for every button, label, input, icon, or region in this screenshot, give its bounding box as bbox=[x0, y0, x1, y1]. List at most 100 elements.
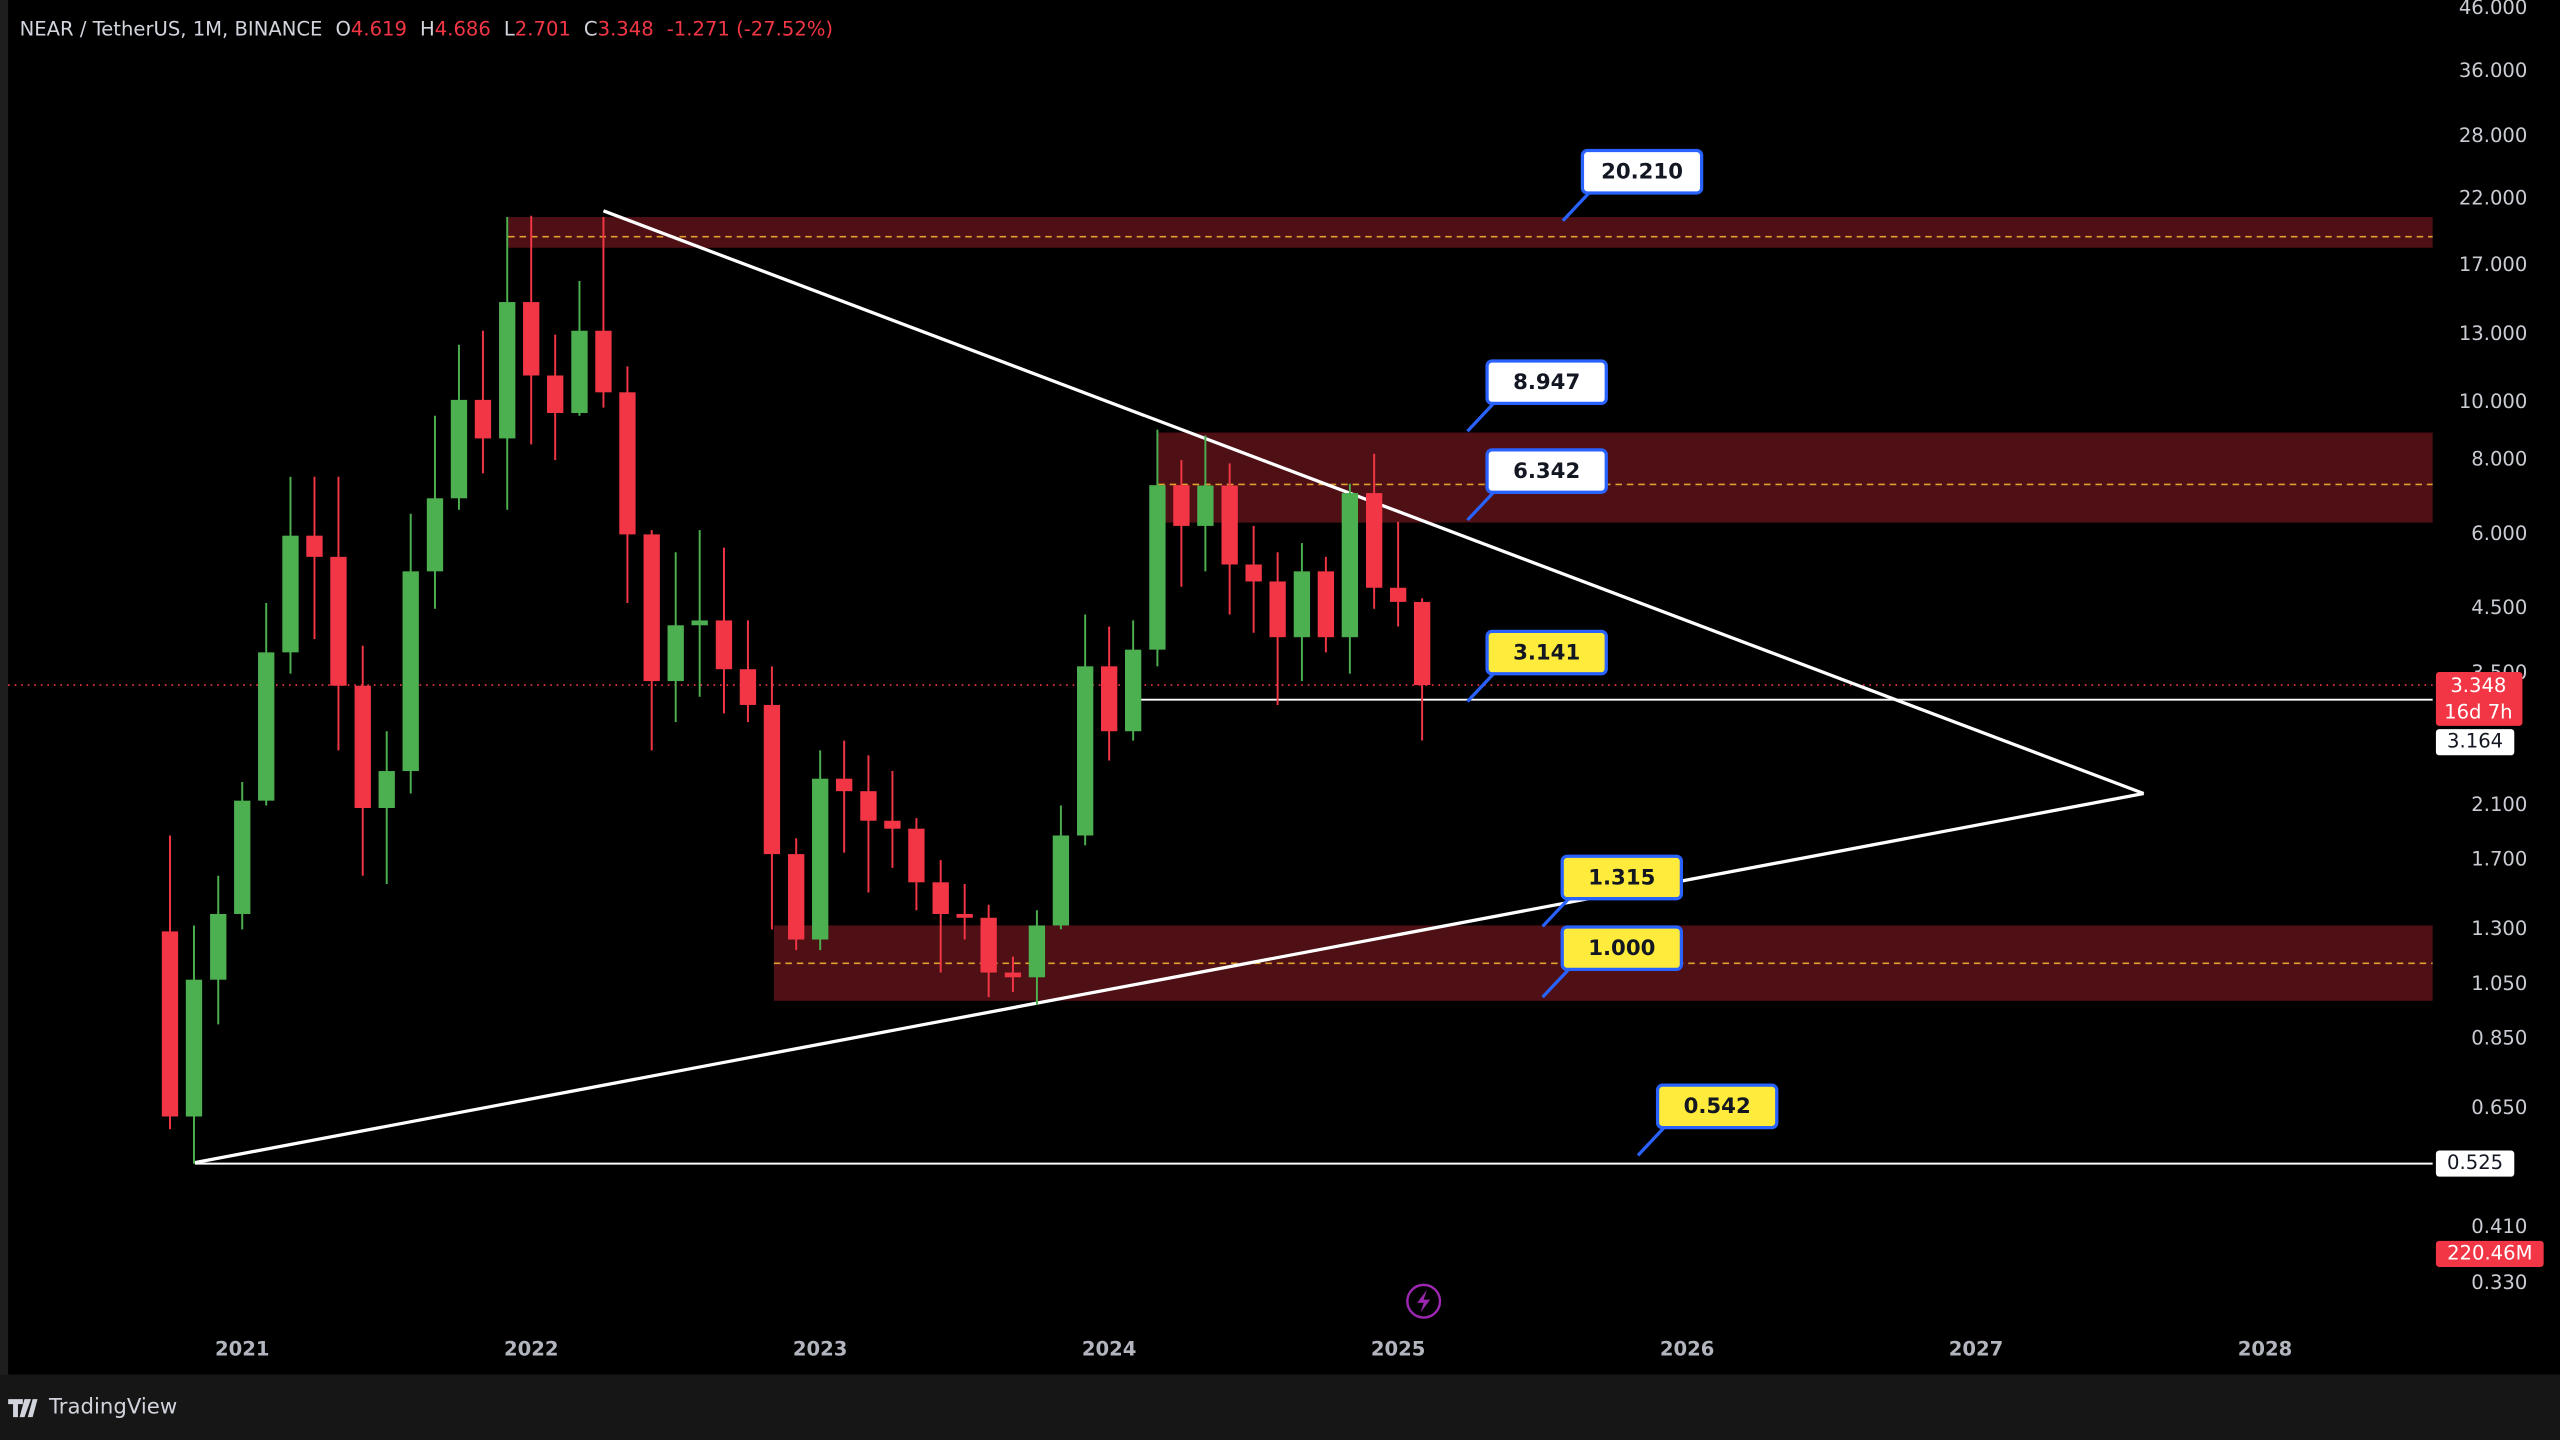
candle-body bbox=[1293, 571, 1311, 638]
candle-body bbox=[1389, 587, 1407, 602]
candle-body bbox=[330, 556, 347, 686]
callout-label: 1.315 bbox=[1588, 865, 1655, 890]
candle-body bbox=[1413, 601, 1431, 686]
candle-body bbox=[547, 375, 564, 413]
event-icon[interactable] bbox=[1406, 1283, 1442, 1319]
y-tick-label: 2.100 bbox=[2471, 793, 2527, 816]
candle-body bbox=[499, 302, 516, 439]
ohlc-letter: H bbox=[420, 17, 435, 40]
callout-label: 8.947 bbox=[1513, 370, 1580, 395]
ohlc-value: 2.701 bbox=[515, 17, 571, 40]
callout-label: 1.000 bbox=[1588, 936, 1655, 961]
candle-body bbox=[1317, 571, 1335, 638]
candle-body bbox=[306, 535, 323, 557]
y-tick-label: 13.000 bbox=[2459, 322, 2528, 345]
candle-body bbox=[860, 791, 877, 821]
callout-box bbox=[1485, 629, 1608, 676]
callout-label: 0.542 bbox=[1684, 1094, 1751, 1119]
ohlc-value: 3.348 bbox=[598, 17, 654, 40]
candle-body bbox=[691, 620, 708, 626]
candle-body bbox=[884, 820, 901, 829]
y-tick-label: 1.050 bbox=[2471, 972, 2527, 995]
candle-body bbox=[739, 669, 757, 705]
candle-body bbox=[619, 392, 636, 535]
plot-background bbox=[8, 0, 2560, 1375]
y-tick-label: 46.000 bbox=[2459, 0, 2528, 19]
candle-body bbox=[450, 399, 468, 499]
candle-body bbox=[980, 917, 997, 973]
zone bbox=[508, 217, 2433, 248]
candle-body bbox=[161, 931, 179, 1117]
candle-body bbox=[1341, 493, 1359, 638]
ohlc-letter: C bbox=[584, 17, 598, 40]
candle-body bbox=[932, 882, 949, 914]
candle-body bbox=[763, 704, 781, 855]
volume-tag-label: 220.46M bbox=[2447, 1241, 2532, 1264]
callout-pointer bbox=[1541, 968, 1570, 999]
callout-label: 20.210 bbox=[1601, 160, 1683, 185]
price-tag-label: 0.525 bbox=[2447, 1151, 2503, 1174]
candle-body bbox=[571, 330, 588, 413]
callout-box bbox=[1560, 854, 1684, 901]
x-tick-label: 2025 bbox=[1371, 1338, 1426, 1361]
x-tick-label: 2021 bbox=[215, 1338, 270, 1361]
candle-body bbox=[1269, 581, 1286, 638]
ohlc-letter: L bbox=[504, 17, 515, 40]
callout-box bbox=[1655, 1083, 1779, 1130]
last-price-label: 3.348 bbox=[2450, 674, 2506, 697]
candle-body bbox=[788, 854, 805, 940]
ohlc-value: 4.686 bbox=[435, 17, 491, 40]
callout-pointer bbox=[1636, 1126, 1666, 1157]
callout-box bbox=[1580, 148, 1704, 195]
x-tick-label: 2027 bbox=[1949, 1338, 2003, 1361]
callout-pointer bbox=[1466, 672, 1495, 703]
candle-body bbox=[1149, 485, 1166, 650]
ohlc-letter: O bbox=[335, 17, 350, 40]
footer-bar bbox=[0, 1374, 2560, 1440]
candle-body bbox=[426, 498, 444, 572]
y-tick-label: 10.000 bbox=[2459, 390, 2528, 413]
callout-pointer bbox=[1466, 402, 1495, 433]
candle-body bbox=[1100, 666, 1118, 732]
y-tick-label: 36.000 bbox=[2459, 59, 2528, 82]
candle-body bbox=[1221, 485, 1238, 565]
volume-tag bbox=[2435, 1240, 2544, 1267]
callout-label: 3.141 bbox=[1513, 640, 1580, 665]
candle-body bbox=[185, 979, 203, 1117]
y-tick-label: 17.000 bbox=[2459, 253, 2528, 276]
candle-body bbox=[354, 685, 371, 809]
y-tick-label: 28.000 bbox=[2459, 124, 2528, 147]
candle-body bbox=[258, 652, 275, 801]
callout-box bbox=[1560, 925, 1684, 972]
ohlc-value: 4.619 bbox=[351, 17, 407, 40]
brand-logo[interactable] bbox=[8, 1399, 38, 1418]
candle-body bbox=[715, 620, 733, 670]
candle-body bbox=[595, 330, 612, 393]
callout-pointer bbox=[1466, 491, 1495, 522]
candle-body bbox=[1173, 485, 1190, 526]
y-tick-label: 6.000 bbox=[2471, 522, 2527, 545]
callouts-layer: 20.210 8.947 6.342 3.141 1.315 1.000 0.542 bbox=[1466, 148, 1779, 1157]
candle-body bbox=[282, 535, 299, 653]
symbol: NEAR / TetherUS, 1M, BINANCE bbox=[20, 17, 323, 40]
brand-name[interactable]: TradingView bbox=[48, 1394, 177, 1419]
price-tag bbox=[2435, 1150, 2515, 1177]
candle-body bbox=[643, 534, 660, 682]
callout-box bbox=[1485, 448, 1608, 494]
candle-body bbox=[1004, 972, 1022, 978]
x-tick-label: 2023 bbox=[793, 1338, 847, 1361]
countdown-label: 16d 7h bbox=[2444, 700, 2512, 723]
candle-body bbox=[1245, 564, 1262, 582]
y-tick-label: 8.000 bbox=[2471, 448, 2527, 471]
y-tick-label: 0.850 bbox=[2471, 1027, 2527, 1050]
candle-body bbox=[1052, 835, 1070, 926]
x-tick-label: 2028 bbox=[2238, 1338, 2293, 1361]
candle-body bbox=[836, 778, 853, 792]
candle-body bbox=[1028, 925, 1046, 978]
candle-body bbox=[1365, 493, 1383, 588]
y-tick-label: 4.500 bbox=[2471, 596, 2527, 619]
candle-body bbox=[1077, 666, 1094, 836]
candle-body bbox=[908, 828, 925, 883]
candle-body bbox=[1197, 485, 1214, 526]
